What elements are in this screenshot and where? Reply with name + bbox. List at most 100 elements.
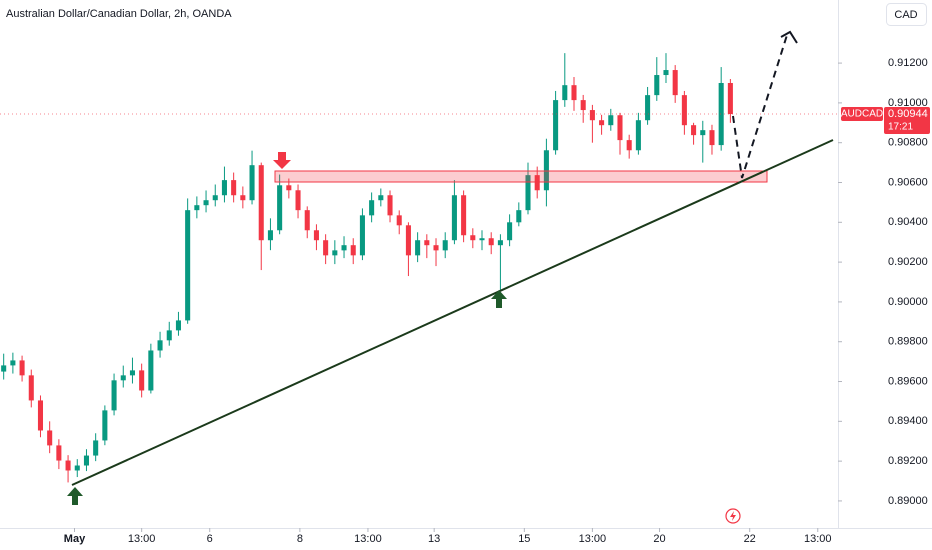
candle-body [1,365,7,372]
axes: 0.89000 0.89200 0.89400 0.89600 0.89800 0.900… [0,57,930,545]
candle-body [442,240,448,251]
candle-body [286,185,292,191]
countdown-label: 17:21 [888,122,913,133]
candle-body [553,100,559,151]
candle-body [111,380,117,411]
candle-body [507,222,513,241]
alert-icon[interactable] [725,508,741,524]
candle-body [47,430,53,446]
candle-body [83,455,89,466]
candle-body [313,230,319,241]
candle-body [28,375,34,401]
candle-body [120,375,126,381]
x-tick-label: 8 [297,533,303,545]
candle-body [433,245,439,251]
candle-body [332,250,338,256]
candle-body [396,215,402,226]
x-tick-label: 13:00 [128,533,156,545]
candle-body [203,200,209,206]
y-tick-label: 0.89200 [888,455,928,467]
candle-body [589,110,595,121]
candle-body [157,340,163,351]
candle-body [185,210,191,321]
x-tick-label: 13:00 [579,533,607,545]
candle-body [359,215,365,256]
candle-body [451,195,457,241]
candle-body [672,70,678,96]
candle-body [663,70,669,76]
price-tag-label: 0.90944 [888,108,928,120]
candle-body [74,465,80,471]
candle-body [635,120,641,151]
up-arrow [67,487,83,505]
candle-body [424,240,430,246]
y-tick-label: 0.91000 [888,97,928,109]
x-tick-label: May [64,533,86,545]
candle-body [461,195,467,236]
candle-body [608,115,614,126]
candle-body [727,82,733,115]
y-tick-label: 0.90600 [888,176,928,188]
candle-body [525,175,531,211]
candle-body [37,400,44,431]
candle-body [102,410,108,441]
trend-line [71,139,834,486]
candle-body [543,150,549,191]
candle-body [258,165,264,241]
candle-body [691,125,697,136]
symbol-tag-label: AUDCAD [841,109,883,120]
candle-body [240,195,246,201]
x-tick-label: 13:00 [804,533,832,545]
candle-body [304,210,310,231]
candle-body [681,95,687,126]
candle-body [580,100,586,111]
candle-body [221,180,227,196]
y-tick-label: 0.90000 [888,296,928,308]
candle-body [405,225,411,256]
y-tick-label: 0.90400 [888,216,928,228]
candle-body [56,445,62,461]
candle-body [341,245,347,251]
y-tick-label: 0.90800 [888,137,928,149]
candle-body [139,370,145,391]
y-tick-label: 0.89600 [888,375,928,387]
candle-body [534,175,540,191]
candle-body [645,95,651,121]
chart-title: Australian Dollar/Canadian Dollar, 2h, O… [6,8,232,20]
candle-body [166,330,172,341]
x-tick-label: 13:00 [354,533,382,545]
candle-body [277,185,283,231]
x-tick-label: 22 [744,533,756,545]
candle-body [267,230,273,241]
candle-body [571,85,577,101]
symbol-tag [841,107,883,122]
price-tag [884,107,930,135]
x-tick-label: 15 [518,533,530,545]
candle-body [700,130,706,136]
currency-button[interactable]: CAD [886,3,927,26]
up-arrow [491,290,507,308]
alert-icon-bolt[interactable] [730,511,736,521]
candle-body [497,240,503,246]
candle-body [378,195,384,201]
candle-body [129,370,135,376]
x-tick-label: 20 [653,533,665,545]
candle-body [194,205,200,211]
y-tick-label: 0.90200 [888,256,928,268]
y-tick-label: 0.91200 [888,57,928,69]
projection-arrowhead [780,30,798,44]
candle-body [626,140,632,151]
y-tick-label: 0.89400 [888,415,928,427]
currency-button-frame[interactable] [886,3,927,26]
y-tick-label: 0.89800 [888,336,928,348]
candle-body [718,82,724,146]
candle-body [415,240,421,256]
candle-body [65,460,71,471]
candle-body [387,195,393,216]
candle-body [350,245,356,256]
currency-button-label[interactable]: CAD [894,9,917,21]
candle-body [19,360,25,376]
candle-body [369,200,375,216]
